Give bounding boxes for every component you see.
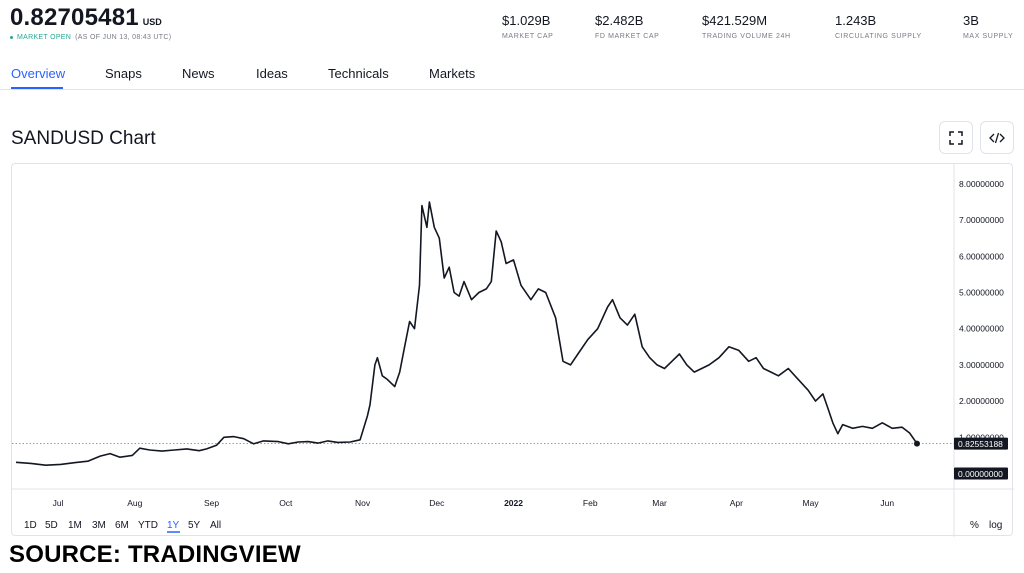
tab-news[interactable]: News: [182, 66, 215, 81]
stat-value: $421.529M: [702, 13, 768, 28]
tab-bar: Overview Snaps News Ideas Technicals Mar…: [0, 58, 1024, 90]
code-embed-icon: [989, 132, 1005, 143]
y-tick-label: 6.00000000: [959, 251, 1004, 261]
x-tick-label: Feb: [583, 498, 598, 508]
source-caption: SOURCE: TRADINGVIEW: [9, 541, 301, 568]
x-tick-label: Aug: [127, 498, 142, 508]
y-tick-label: 1.00000000: [959, 432, 1004, 442]
range-3m[interactable]: 3M: [92, 520, 106, 531]
x-tick-label: Apr: [730, 498, 743, 508]
stat-label: MARKET CAP: [502, 33, 554, 40]
range-6m[interactable]: 6M: [115, 520, 129, 531]
stat-max-supply: 3B MAX SUPPLY: [963, 13, 1013, 40]
tab-markets[interactable]: Markets: [429, 66, 476, 81]
log-scale-toggle[interactable]: log: [989, 520, 1002, 531]
price-block: 0.82705481 USD MARKET OPEN (AS OF JUN 13…: [10, 4, 171, 41]
market-stats: $1.029B MARKET CAP $2.482B FD MARKET CAP…: [0, 13, 1024, 53]
range-all[interactable]: All: [210, 520, 221, 531]
tab-snaps[interactable]: Snaps: [105, 66, 142, 81]
price-series-line: [15, 201, 918, 467]
x-tick-label: Dec: [429, 498, 445, 508]
range-1d[interactable]: 1D: [24, 520, 37, 531]
embed-button[interactable]: [980, 121, 1014, 154]
x-tick-label: 2022: [504, 498, 523, 508]
last-price-badge: [954, 437, 1008, 450]
stat-label: CIRCULATING SUPPLY: [835, 33, 922, 40]
y-tick-zero-badge: [954, 467, 1008, 480]
stat-market-cap: $1.029B MARKET CAP: [502, 13, 553, 40]
range-5y[interactable]: 5Y: [188, 520, 201, 531]
x-tick-label: Jul: [53, 498, 64, 508]
range-ytd[interactable]: YTD: [138, 520, 158, 531]
as-of-timestamp: (AS OF JUN 13, 08:43 UTC): [75, 34, 172, 41]
range-1m[interactable]: 1M: [68, 520, 82, 531]
y-tick-label: 0.00000000: [958, 469, 1003, 479]
stat-trading-volume: $421.529M TRADING VOLUME 24H: [702, 13, 791, 40]
last-price-marker: [914, 440, 920, 447]
status-dot-icon: [10, 36, 13, 39]
x-tick-label: May: [803, 498, 820, 508]
chart-container: 0.00000000 1.00000000 2.00000000 3.00000000…: [11, 163, 1014, 537]
y-tick-label: 7.00000000: [959, 215, 1004, 225]
active-tab-indicator: [11, 87, 63, 89]
x-tick-label: Nov: [355, 498, 371, 508]
chart-title: SANDUSD Chart: [11, 128, 156, 149]
fullscreen-button[interactable]: [939, 121, 973, 154]
y-tick-label: 3.00000000: [959, 360, 1004, 370]
price-chart[interactable]: 0.00000000 1.00000000 2.00000000 3.00000000…: [12, 164, 1014, 537]
y-tick-label: 2.00000000: [959, 396, 1004, 406]
x-tick-label: Mar: [652, 498, 667, 508]
market-status-label: MARKET OPEN: [17, 34, 72, 41]
price-currency: USD: [142, 17, 162, 27]
stat-label: FD MARKET CAP: [595, 33, 660, 40]
y-tick-label: 8.00000000: [959, 179, 1004, 189]
stat-value: 1.243B: [835, 13, 877, 28]
percent-scale-toggle[interactable]: %: [970, 520, 979, 531]
y-tick-label: 4.00000000: [959, 324, 1004, 334]
tab-overview[interactable]: Overview: [11, 66, 66, 81]
tab-technicals[interactable]: Technicals: [328, 66, 389, 81]
fullscreen-icon: [949, 130, 963, 145]
stat-value: $1.029B: [502, 13, 551, 28]
x-tick-label: Jun: [880, 498, 894, 508]
x-tick-label: Oct: [279, 498, 293, 508]
stat-value: 3B: [963, 13, 979, 28]
last-price-label: 0.82553188: [958, 439, 1003, 449]
x-tick-label: Sep: [204, 498, 219, 508]
market-status: MARKET OPEN (AS OF JUN 13, 08:43 UTC): [10, 34, 171, 41]
range-1y[interactable]: 1Y: [167, 520, 180, 531]
stat-value: $2.482B: [595, 13, 644, 28]
tab-ideas[interactable]: Ideas: [256, 66, 288, 81]
current-price: 0.82705481: [10, 4, 139, 31]
stat-circulating-supply: 1.243B CIRCULATING SUPPLY: [835, 13, 922, 40]
y-tick-label: 5.00000000: [959, 288, 1004, 298]
stat-fd-market-cap: $2.482B FD MARKET CAP: [595, 13, 659, 40]
stat-label: MAX SUPPLY: [963, 33, 1014, 40]
stat-label: TRADING VOLUME 24H: [702, 33, 791, 40]
range-5d[interactable]: 5D: [45, 520, 58, 531]
